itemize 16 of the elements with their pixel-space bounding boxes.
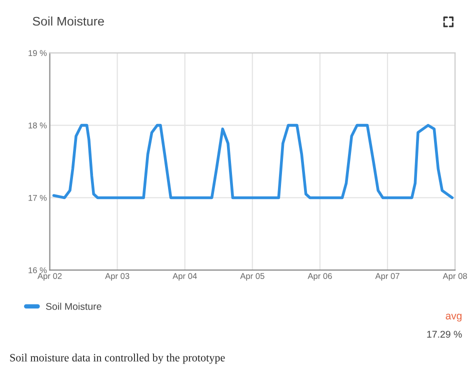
text: 17.29 % [427,330,462,338]
x-tick-label: Apr 05 [240,273,264,281]
x-tick-label: Apr 03 [105,273,130,281]
x-tick-label: Apr 08 [442,273,467,281]
text: avg [446,314,462,322]
x-tick-label: Apr 02 [38,273,62,281]
legend-label: Soil Moisture [46,302,102,310]
y-tick-label: 17 % [28,194,47,201]
y-tick-label: 19 % [28,50,47,56]
text: Soil moisture data in controlled by the prototype [10,354,225,364]
chart-title: Soil Moisture [32,16,104,26]
x-tick-label: Apr 04 [172,273,197,281]
x-tick-label: Apr 07 [375,273,400,281]
x-tick-label: Apr 06 [308,273,332,281]
y-tick-label: 16 % [28,267,47,274]
y-tick-label: 18 % [28,122,47,128]
